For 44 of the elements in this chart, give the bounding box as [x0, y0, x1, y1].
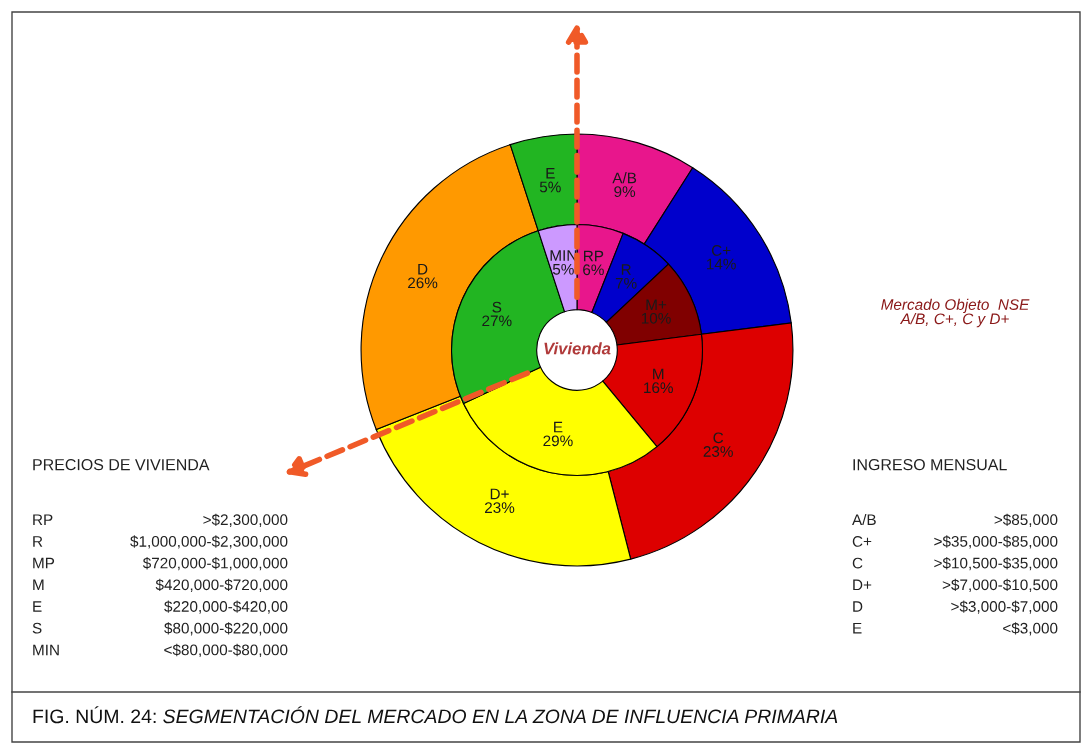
- text: >$85,000: [994, 513, 1058, 527]
- data-label: M+ 10%: [641, 299, 671, 324]
- text: MP: [33, 557, 55, 569]
- text: FIG. NÚM. 24:: [33, 706, 156, 724]
- data-label: C 23%: [703, 432, 733, 457]
- text: E: [853, 622, 862, 634]
- text: R: [33, 536, 43, 547]
- text: C+: [852, 535, 872, 547]
- text: MIN: [33, 644, 59, 656]
- data-label: M 16%: [644, 368, 673, 394]
- text: >$7,000-$10,500: [942, 578, 1058, 593]
- data-label: E 5%: [539, 168, 561, 193]
- data-label: RP 6%: [583, 250, 604, 276]
- text: INGRESO MENSUAL: [853, 458, 1007, 471]
- text: SEGMENTACIÓN DEL MERCADO EN LA ZONA DE INFLUENCIA PRIMARIA: [163, 706, 838, 724]
- text: >$3,000-$7,000: [951, 600, 1058, 614]
- data-label: S 27%: [482, 301, 512, 327]
- text: $80,000-$220,000: [164, 622, 288, 636]
- data-label: A/B 9%: [612, 172, 637, 198]
- text: D: [853, 601, 863, 612]
- text: RP: [33, 514, 53, 525]
- text: E: [33, 601, 42, 612]
- text: PRECIOS DE VIVIENDA: [33, 458, 210, 471]
- data-label: D 26%: [408, 263, 438, 289]
- data-label: R 7%: [615, 264, 637, 289]
- text: M: [33, 579, 44, 591]
- data-label: D+ 23%: [484, 488, 515, 514]
- text: $220,000-$420,00: [164, 600, 288, 614]
- text: S: [32, 622, 42, 634]
- text: $1,000,000-$2,300,000: [130, 535, 288, 549]
- text: Mercado Objeto NSE A/B, C+, C y D+: [881, 298, 1030, 328]
- data-label: E 29%: [543, 421, 573, 447]
- data-label: C+ 14%: [706, 244, 736, 270]
- text: $420,000-$720,000: [155, 578, 288, 593]
- text: Vivienda: [544, 342, 611, 355]
- text: A/B: [852, 513, 876, 526]
- text: >$2,300,000: [203, 513, 288, 527]
- text: D+: [853, 579, 872, 591]
- text: <$3,000: [1003, 622, 1058, 636]
- text: >$10,500-$35,000: [934, 557, 1058, 571]
- text: C: [852, 557, 863, 569]
- text: $720,000-$1,000,000: [142, 557, 288, 571]
- text: >$35,000-$85,000: [934, 535, 1058, 549]
- text: <$80,000-$80,000: [164, 643, 288, 658]
